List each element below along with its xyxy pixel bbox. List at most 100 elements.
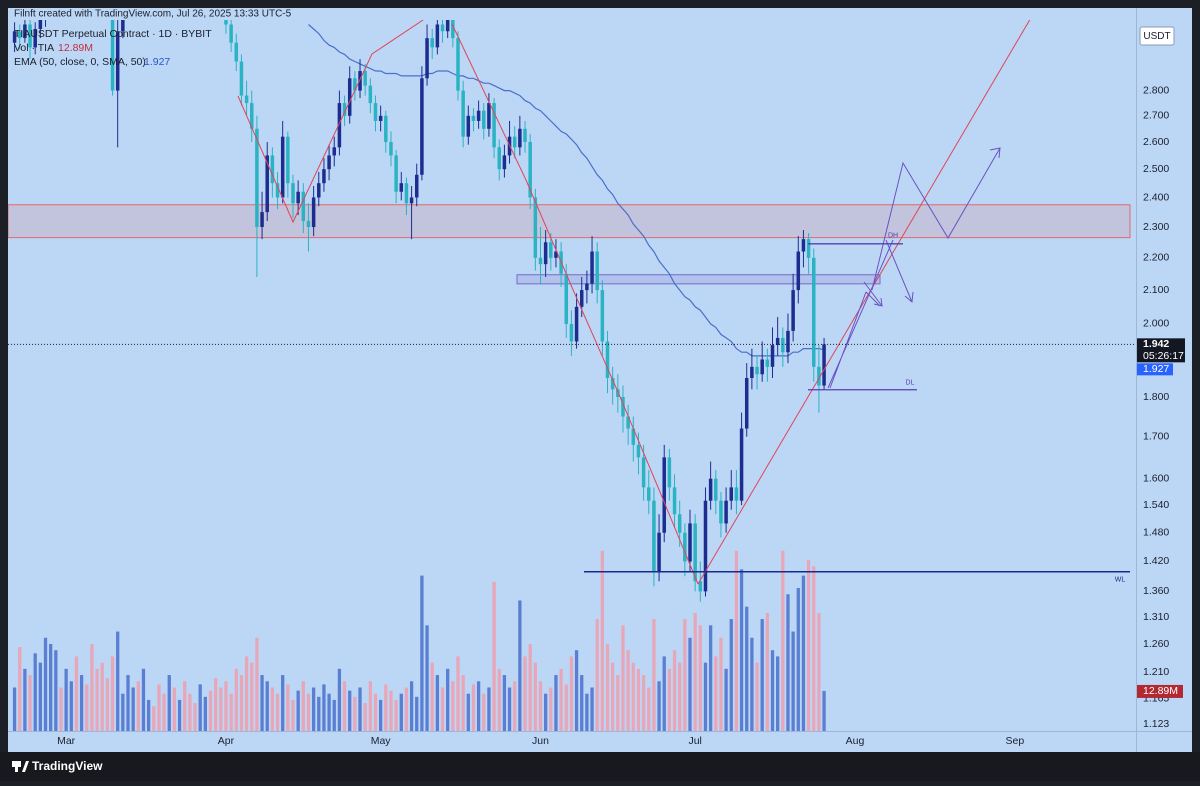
candle-body (549, 242, 553, 258)
volume-bar (399, 693, 403, 731)
volume-bar (172, 687, 177, 731)
x-tick-label: May (371, 735, 392, 747)
candle-body (667, 457, 672, 488)
candle-body (616, 389, 620, 397)
candle-body (698, 581, 703, 592)
volume-bar (28, 675, 32, 731)
volume-bar (368, 681, 372, 731)
ema-legend: EMA (50, close, 0, SMA, 50) (14, 56, 146, 68)
volume-layer (12, 550, 826, 731)
candle-body (265, 155, 269, 213)
candle-body (476, 110, 481, 121)
footer-logo (12, 761, 29, 772)
candle-body (595, 251, 599, 291)
candle-body (311, 197, 316, 228)
candle-body (301, 191, 306, 221)
y-tick-label: 1.700 (1143, 430, 1169, 442)
volume-bar (100, 662, 104, 731)
logo-mark (22, 761, 29, 772)
candle-body (657, 532, 661, 572)
candle-body (445, 20, 450, 32)
candle-body (744, 377, 749, 429)
candle-body (703, 500, 708, 592)
candle-body (734, 487, 739, 501)
volume-bar (616, 675, 620, 731)
volume-bar (188, 693, 192, 731)
volume-bar (105, 678, 110, 731)
price-zone (516, 274, 881, 285)
volume-bar (678, 662, 682, 731)
price-zone (8, 204, 1131, 239)
x-tick-label: Jun (532, 735, 549, 747)
volume-bar (286, 684, 290, 731)
volume-bar (389, 690, 393, 731)
candle-body (17, 31, 22, 39)
volume-bar (95, 668, 99, 731)
volume-bar (110, 656, 115, 731)
candle-body (342, 103, 347, 116)
volume-bar (229, 693, 233, 731)
volume-bar (116, 631, 120, 731)
currency-label[interactable]: USDT (1143, 31, 1170, 42)
footer-text: TradingView (32, 759, 103, 773)
x-tick-label: Jul (688, 735, 701, 747)
candle-body (688, 523, 692, 562)
volume-bar (43, 637, 48, 731)
candle-body (332, 147, 337, 156)
volume-bar (332, 699, 336, 731)
volume-bar (353, 696, 357, 731)
volume-bar (750, 637, 754, 731)
volume-bar (745, 606, 749, 731)
candle-body (719, 500, 723, 524)
candle-body (801, 239, 806, 252)
candle-body (579, 290, 584, 307)
candle-body (296, 191, 300, 204)
candle-body (714, 478, 718, 501)
volume-bar (214, 678, 218, 731)
level-layer: WL DH DL (8, 233, 1136, 584)
y-tick-label: 2.800 (1143, 84, 1169, 96)
volume-bar (518, 600, 522, 731)
candle-body (806, 239, 811, 258)
volume-bar (523, 656, 527, 731)
level-label: DL (906, 380, 915, 387)
volume-bar (157, 684, 161, 731)
volume-bar (250, 662, 254, 731)
x-tick-label: Mar (57, 735, 76, 747)
logo-mark (15, 765, 18, 772)
ema-legend-value: 1.927 (144, 56, 170, 68)
volume-bar (275, 693, 280, 731)
candle-body (662, 457, 666, 533)
chart-background (8, 8, 1192, 752)
volume-bar (786, 594, 790, 731)
projection-arrow (871, 147, 1001, 291)
candle-body (750, 366, 754, 378)
candle-body (430, 38, 434, 48)
volume-bar (698, 625, 702, 731)
volume-bar (203, 696, 207, 731)
trend-drawing (237, 20, 424, 224)
volume-bar (822, 690, 826, 731)
candle-body (590, 251, 594, 284)
candle-body (518, 128, 522, 148)
candle-body (275, 183, 280, 198)
volume-bar (69, 681, 73, 731)
candle-body (739, 428, 744, 501)
candle-body (528, 141, 532, 198)
currency-box[interactable] (1139, 26, 1175, 46)
volume-bar (193, 703, 197, 731)
volume-bar (693, 612, 697, 731)
candle-body (724, 500, 728, 524)
volume-bar (543, 693, 548, 731)
y-tick-label: 1.123 (1143, 718, 1169, 730)
y-tick-label: 1.260 (1143, 638, 1169, 650)
volume-bar (476, 681, 481, 731)
candle-body (358, 71, 362, 91)
candle-body (610, 377, 615, 390)
volume-bar (177, 699, 182, 731)
volume-bar (574, 650, 579, 731)
volume-bar (817, 612, 821, 731)
volume-bar (657, 681, 661, 731)
candle-body (244, 95, 249, 104)
volume-bar (636, 668, 641, 731)
